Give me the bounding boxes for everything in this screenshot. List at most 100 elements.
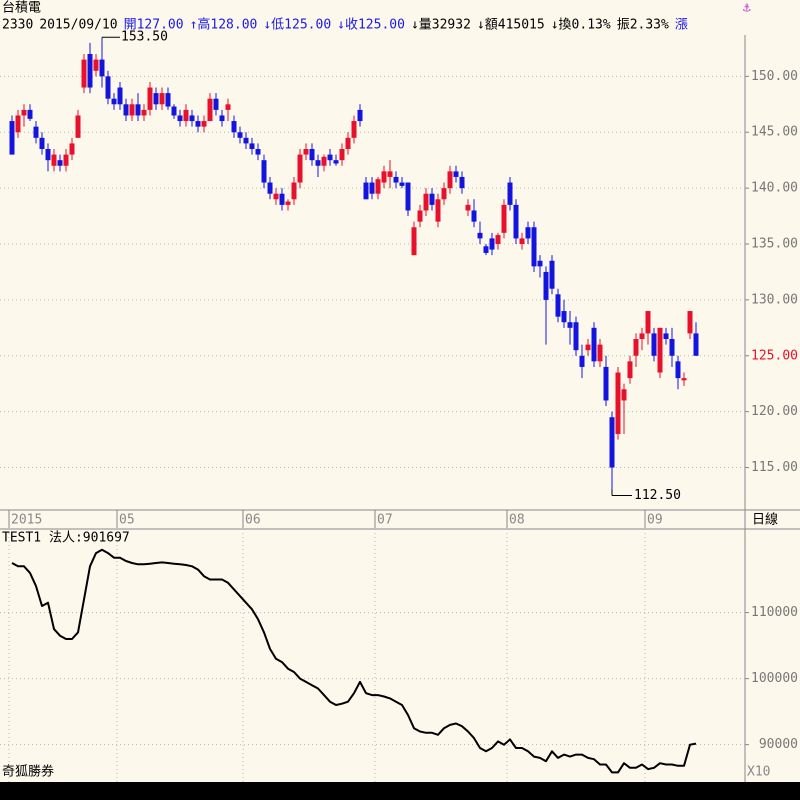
candle-body (477, 232, 483, 239)
header-field: 2330 (2, 18, 33, 33)
candle-body (387, 171, 393, 177)
candle-body (267, 182, 273, 194)
candle-body (597, 344, 603, 362)
candle-body (75, 115, 81, 138)
x-tick-label: 08 (509, 513, 525, 528)
candle-body (483, 246, 489, 253)
status-bar (0, 782, 800, 800)
candle-body (543, 271, 549, 300)
candle-body (471, 210, 477, 222)
candle-body (201, 121, 207, 127)
candle-body (303, 149, 309, 155)
last-price-label: 125.00 (751, 348, 798, 363)
candle-body (177, 115, 183, 122)
candle-body (369, 182, 375, 194)
candle-body (183, 109, 189, 122)
candle-body (333, 160, 339, 164)
footer: 奇狐勝券 (2, 764, 54, 780)
y-tick-label: 120.00 (751, 404, 798, 419)
candle-body (441, 188, 447, 200)
x-tick-label: 06 (245, 513, 261, 528)
header-field: 振2.33% (617, 18, 669, 33)
candle-body (537, 260, 543, 267)
candle-body (621, 389, 627, 401)
header-field: ↑高128.00 (190, 17, 258, 33)
candle-body (489, 238, 495, 250)
candle-body (57, 160, 63, 166)
y-tick-label: 130.00 (751, 292, 798, 307)
candle-body (609, 417, 615, 468)
candle-body (363, 182, 369, 200)
candle-body (591, 327, 597, 362)
candle-body (585, 344, 591, 351)
candle-body (123, 104, 129, 116)
candle-body (531, 227, 537, 267)
header-field: ↓低125.00 (263, 18, 331, 33)
header-field: ↓收125.00 (337, 18, 405, 33)
candle-body (141, 109, 147, 116)
candle-body (237, 132, 243, 138)
candle-body (675, 361, 681, 379)
candle-body (15, 115, 21, 133)
candle-body (87, 54, 93, 88)
candle-body (153, 93, 159, 105)
data-line (11, 548, 697, 774)
candle-body (687, 311, 693, 334)
candle-body (159, 93, 165, 105)
candle-body (225, 104, 231, 110)
candle-body (99, 59, 105, 77)
candle-body (339, 149, 345, 161)
x-tick-label: 2015 (11, 513, 42, 528)
y-tick-label: 135.00 (751, 237, 798, 252)
x-tick-label: 05 (119, 513, 135, 528)
candle-body (459, 176, 465, 189)
candle-body (231, 121, 237, 133)
y-tick-label: 90000 (759, 737, 798, 752)
candle-body (285, 201, 291, 205)
candle-body (117, 87, 123, 105)
candle-body (321, 156, 327, 166)
candle-body (189, 115, 195, 122)
candle-body (447, 171, 453, 189)
candle-body (453, 171, 459, 177)
candle-body (69, 143, 75, 155)
candle-body (261, 160, 267, 183)
candle-body (651, 333, 657, 356)
candle-body (633, 339, 639, 356)
x-tick-label: 07 (377, 513, 393, 528)
candle-body (639, 333, 645, 339)
low-label: 112.50 (634, 488, 681, 503)
candle-body (297, 154, 303, 183)
candle-body (345, 137, 351, 149)
candle-body (165, 93, 171, 107)
candle-body (627, 361, 633, 379)
candle-body (555, 294, 561, 317)
candle-body (381, 171, 387, 183)
y-tick-label: 110000 (751, 605, 798, 620)
candle-body (579, 355, 585, 367)
scale-label: X10 (747, 765, 770, 780)
candle-body (93, 59, 99, 71)
anchor-icon: ⚓ (743, 1, 751, 16)
header-field: ↓量32932 (411, 18, 471, 33)
candle-body (63, 154, 69, 166)
candle-body (33, 126, 39, 138)
candle-body (393, 176, 399, 183)
candle-body (291, 182, 297, 200)
candle-body (45, 149, 51, 161)
candle-body (129, 104, 135, 116)
candle-body (429, 193, 435, 205)
y-tick-label: 145.00 (751, 125, 798, 140)
candle-body (219, 115, 225, 122)
high-label: 153.50 (121, 30, 168, 45)
candle-body (357, 109, 363, 122)
period-label: 日線 (752, 512, 778, 528)
candle-body (411, 227, 417, 256)
candle-body (279, 193, 285, 205)
candle-body (195, 121, 201, 127)
header-field: ↓額415015 (477, 18, 545, 33)
header-field: 開127.00 (124, 18, 184, 33)
candle-body (465, 204, 471, 211)
candle-body (405, 182, 411, 211)
